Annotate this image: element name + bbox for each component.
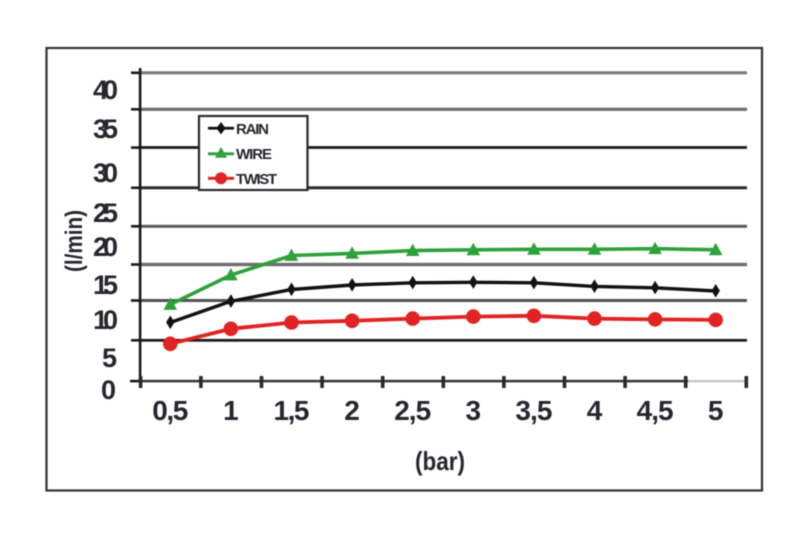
- svg-text:(l/min): (l/min): [61, 210, 88, 272]
- svg-text:RAIN: RAIN: [236, 121, 269, 138]
- svg-text:30: 30: [93, 158, 118, 188]
- svg-text:4: 4: [587, 395, 603, 426]
- svg-text:10: 10: [93, 305, 118, 335]
- svg-text:5: 5: [102, 343, 117, 373]
- svg-text:25: 25: [93, 198, 118, 228]
- svg-text:4,5: 4,5: [637, 395, 674, 426]
- svg-text:2,5: 2,5: [394, 395, 431, 426]
- svg-text:35: 35: [93, 114, 118, 144]
- svg-text:WIRE: WIRE: [236, 146, 272, 163]
- svg-text:1: 1: [223, 395, 239, 426]
- svg-text:3: 3: [466, 395, 482, 426]
- svg-text:0,5: 0,5: [152, 395, 188, 426]
- svg-text:TWIST: TWIST: [236, 171, 277, 188]
- svg-text:5: 5: [708, 395, 724, 426]
- svg-text:0: 0: [101, 375, 116, 405]
- svg-text:20: 20: [93, 232, 118, 262]
- svg-text:15: 15: [93, 270, 118, 300]
- svg-text:3,5: 3,5: [515, 395, 552, 426]
- svg-text:2: 2: [344, 395, 360, 426]
- svg-text:1,5: 1,5: [274, 395, 310, 426]
- svg-text:(bar): (bar): [415, 446, 465, 476]
- svg-text:40: 40: [93, 75, 118, 105]
